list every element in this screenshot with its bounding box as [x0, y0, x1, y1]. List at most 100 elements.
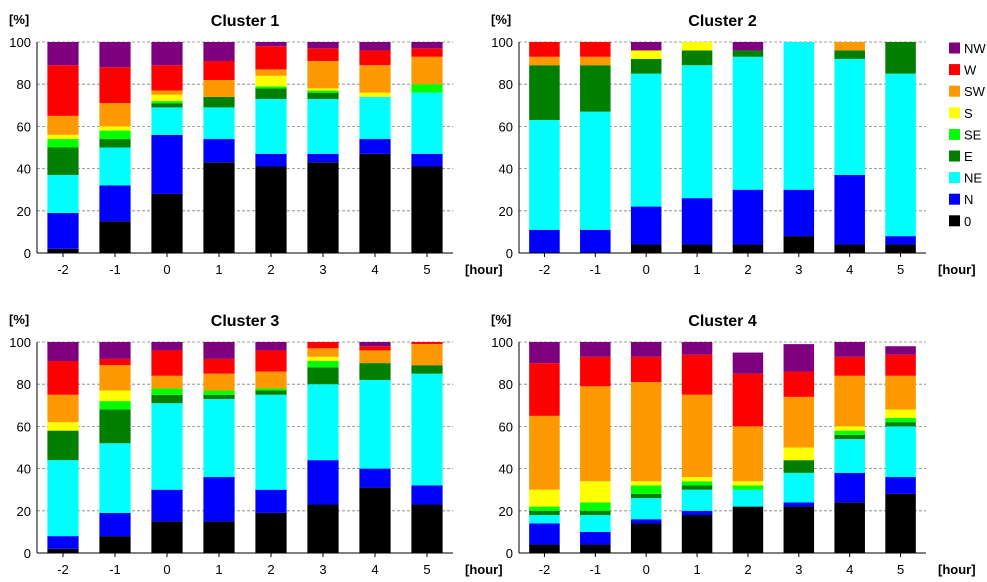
bar-segment-se	[307, 90, 339, 93]
bar-segment-sw	[885, 375, 916, 410]
y-tick-label: 40	[17, 162, 31, 177]
x-axis-label: [hour]	[938, 562, 976, 577]
bar-segment-e	[99, 409, 131, 444]
bar-segment-nw	[681, 342, 713, 355]
bar-segment-n	[255, 153, 287, 167]
legend-label: 0	[964, 214, 971, 229]
legend-swatch-ne	[949, 172, 960, 184]
bar-segment-se	[255, 86, 287, 89]
bar-segment-w	[580, 42, 611, 57]
x-tick-label: 0	[643, 262, 650, 277]
bar-segment-calm-0	[203, 521, 235, 553]
bar-segment-s	[529, 489, 560, 507]
legend-label: SE	[964, 127, 982, 142]
bar-segment-w	[99, 358, 131, 366]
bar-segment-w	[307, 342, 339, 349]
x-tick-label: 5	[423, 262, 430, 277]
bar-segment-nw	[359, 42, 391, 51]
x-axis-label: [hour]	[465, 562, 503, 577]
bar-segment-se	[47, 139, 79, 148]
bar-segment-ne	[411, 373, 443, 486]
bar-segment-nw	[630, 342, 662, 357]
y-tick-label: 100	[491, 35, 513, 50]
x-axis-label: [hour]	[465, 262, 503, 277]
bar-segment-n	[630, 206, 662, 245]
bar-segment-ne	[411, 92, 443, 154]
bar-segment-nw	[411, 42, 443, 49]
bar-segment-sw	[834, 42, 865, 51]
bar-segment-ne	[681, 489, 713, 511]
bar-segment-n	[681, 510, 713, 516]
x-tick-label: 3	[795, 562, 802, 577]
bar-segment-nw	[255, 42, 287, 47]
legend-label: S	[964, 106, 973, 121]
bar-segment-n	[580, 229, 611, 253]
legend-label: E	[964, 149, 973, 164]
bar-segment-ne	[885, 426, 916, 478]
y-tick-label: 80	[17, 77, 31, 92]
y-tick-label: 0	[506, 546, 513, 561]
bar-segment-ne	[255, 98, 287, 154]
bar-segment-sw	[630, 382, 662, 482]
bar-segment-calm-0	[255, 512, 287, 553]
bar-segment-ne	[732, 489, 764, 507]
bar-segment-n	[411, 485, 443, 505]
x-tick-label: -2	[57, 562, 69, 577]
y-tick-label: 20	[499, 504, 513, 519]
bar-segment-nw	[885, 346, 916, 355]
y-tick-label: 40	[499, 462, 513, 477]
bar-segment-sw	[529, 56, 560, 66]
bar-segment-sw	[47, 394, 79, 423]
bar-segment-n	[783, 189, 815, 237]
x-tick-label: -1	[590, 262, 602, 277]
legend-label: NE	[964, 171, 982, 186]
bar-segment-e	[580, 510, 611, 516]
bar-segment-sw	[203, 373, 235, 391]
bar-segment-ne	[783, 42, 815, 190]
bar-segment-ne	[99, 443, 131, 513]
bar-segment-calm-0	[783, 236, 815, 253]
bar-segment-ne	[151, 403, 183, 490]
bar-segment-se	[99, 130, 131, 140]
bar-segment-nw	[732, 352, 764, 374]
bar-segment-nw	[99, 342, 131, 359]
y-tick-label: 100	[491, 335, 513, 350]
bar-segment-ne	[630, 73, 662, 207]
bar-segment-e	[580, 65, 611, 112]
bar-segment-n	[529, 523, 560, 545]
bar-segment-n	[885, 236, 916, 245]
x-tick-label: -2	[539, 562, 551, 577]
x-tick-label: 2	[267, 262, 274, 277]
bar-segment-sw	[151, 90, 183, 95]
bar-segment-calm-0	[885, 244, 916, 253]
legend-label: NW	[964, 41, 986, 56]
bar-segment-s	[630, 481, 662, 486]
bar-segment-w	[411, 48, 443, 57]
x-tick-label: 1	[215, 262, 222, 277]
bar-segment-calm-0	[834, 502, 865, 553]
bar-segment-w	[359, 346, 391, 351]
bar-segment-n	[732, 189, 764, 245]
bar-segment-e	[834, 50, 865, 59]
bar-segment-w	[47, 360, 79, 395]
legend-swatch-s	[949, 107, 960, 119]
bar-segment-calm-0	[630, 244, 662, 253]
bar-segment-n	[47, 536, 79, 549]
bar-segment-calm-0	[99, 536, 131, 553]
bar-segment-se	[307, 360, 339, 368]
bar-segment-w	[359, 50, 391, 66]
legend-label: N	[964, 192, 973, 207]
y-axis-label: [%]	[9, 312, 29, 327]
bar-segment-calm-0	[885, 493, 916, 553]
bar-segment-nw	[47, 42, 79, 66]
legend-swatch-nw	[949, 42, 960, 54]
bar-segment-calm-0	[151, 521, 183, 553]
bar-segment-w	[203, 60, 235, 80]
chart-cluster-1: 0 20 40 60 80 100 -2 -1 0 1 2 3 4 5 Cluster 1 [%] [hour]	[9, 12, 503, 277]
bar-segment-n	[411, 153, 443, 167]
bar-segment-ne	[529, 120, 560, 230]
bar-segment-sw	[255, 69, 287, 76]
bar-segment-calm-0	[47, 248, 79, 253]
bar-segment-ne	[681, 65, 713, 199]
bar-segment-ne	[885, 73, 916, 237]
